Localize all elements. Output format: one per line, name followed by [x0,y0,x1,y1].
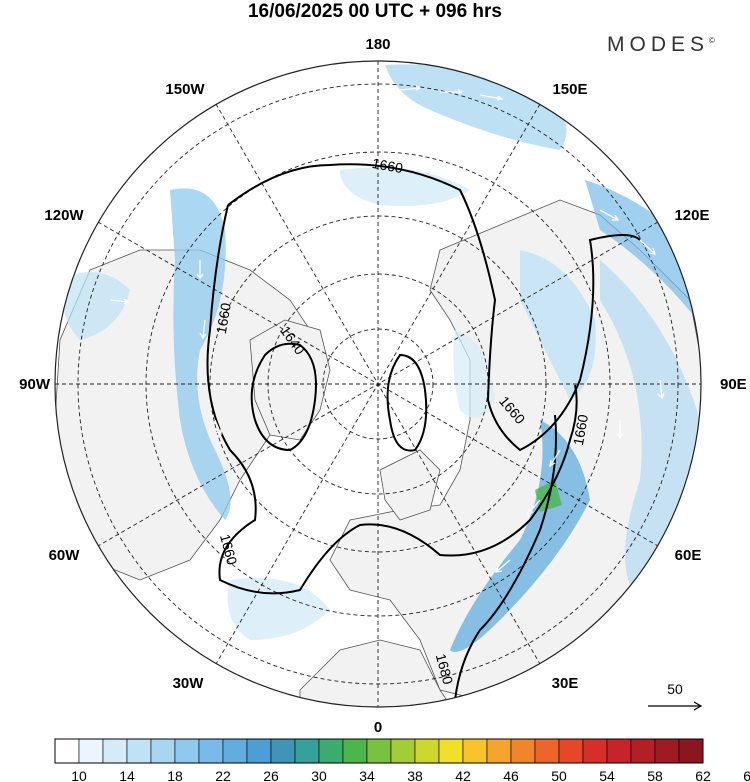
lon-label-150w: 150W [165,81,205,98]
colorbar-cell [414,738,440,764]
colorbar-tick-label: 30 [311,768,327,782]
modes-logo: MODES© [607,33,715,56]
colorbar-cell [486,738,512,764]
colorbar-tick-label: 18 [167,768,183,782]
colorbar-tick-label: 50 [551,768,567,782]
contour-1680 [454,414,557,701]
colorbar-cell [342,738,368,764]
colorbar-cell [222,738,248,764]
colorbar-cell [678,738,704,764]
land-africa [299,639,461,707]
colorbar-tick-label: 26 [263,768,279,782]
colorbar-cell [54,738,80,764]
colorbar-cell [654,738,680,764]
lon-label-30e: 30E [552,675,579,692]
colorbar-cell [582,738,608,764]
contour-1640-left [250,342,317,452]
contour-1660-outer [227,163,641,452]
colorbar-cell [366,738,392,764]
colorbar-tick-label: 38 [407,768,423,782]
reference-vector: 50 [648,681,703,711]
colorbar-tick-label: 54 [599,768,615,782]
lon-label-60e: 60E [675,547,702,564]
contour-label: 1660 [213,301,234,335]
colorbar-cell [558,738,584,764]
colorbar-cell [510,738,536,764]
contour-label: 1660 [217,532,241,566]
colorbar-cell [198,738,224,764]
lon-label-120e: 120E [674,207,709,224]
geopotential-contours [206,163,641,701]
colorbar-cell [126,738,152,764]
contour-label: 1660 [371,155,405,176]
lon-label-120w: 120W [44,207,84,224]
map-border [54,60,702,708]
colorbar-labels: 10141822263034384246505458626670 [71,768,750,782]
contour-label: 1680 [433,652,457,686]
colorbar-cell [606,738,632,764]
lon-label-180: 180 [365,36,390,53]
lon-label-0: 0 [374,719,382,736]
colorbar-cell [174,738,200,764]
colorbar-tick-label: 66 [743,768,750,782]
colorbar-cell [246,738,272,764]
contour-1640-right [386,353,428,452]
lon-label-30w: 30W [173,675,205,692]
colorbar-cell [318,738,344,764]
reference-vector-label: 50 [667,681,683,697]
colorbar-tick-label: 14 [119,768,135,782]
lon-label-90e: 90E [720,376,747,393]
map-title: 16/06/2025 00 UTC + 096 hrs [247,1,503,22]
colorbar-cell [390,738,416,764]
contour-1660-south [206,204,578,595]
colorbar-cell [630,738,656,764]
colorbar-tick-label: 46 [503,768,519,782]
colorbar-frame [54,738,704,764]
colorbar-tick-label: 10 [71,768,87,782]
lon-label-60w: 60W [49,547,81,564]
contour-label: 1660 [570,413,591,447]
colorbar-tick-label: 62 [695,768,711,782]
lon-label-150e: 150E [552,81,587,98]
colorbar-tick-label: 42 [455,768,471,782]
colorbar-cell [78,738,104,764]
colorbar-cell [462,738,488,764]
longitude-labels: 180 150E 120E 90E 60E 30E 0 30W 60W 90W … [19,36,747,736]
colorbar-cell [270,738,296,764]
colorbar-tick-label: 22 [215,768,231,782]
colorbar: 10141822263034384246505458626670 [54,738,750,782]
colorbar-cell [294,738,320,764]
lon-label-90w: 90W [19,376,51,393]
wind-vectors [109,85,665,573]
meridians [55,61,701,707]
colorbar-tick-label: 34 [359,768,375,782]
colorbar-tick-label: 58 [647,768,663,782]
colorbar-cells [54,738,704,764]
colorbar-cell [534,738,560,764]
colorbar-cell [102,738,128,764]
colorbar-cell [150,738,176,764]
colorbar-cell [438,738,464,764]
land-scandinavia [379,449,441,521]
